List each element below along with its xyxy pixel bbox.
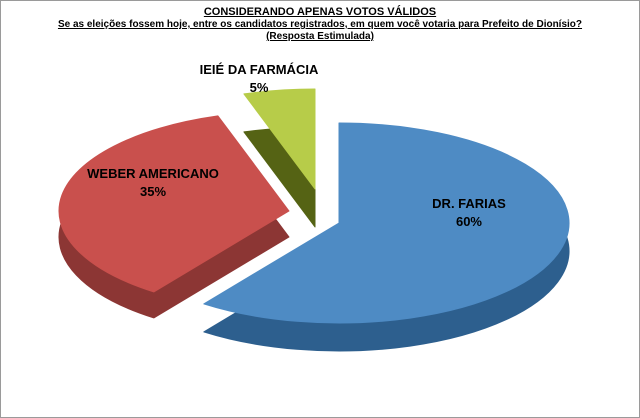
pie-slice-dr-farias xyxy=(203,122,570,352)
slice-name: WEBER AMERICANO xyxy=(87,166,219,181)
slice-label-weber-americano: WEBER AMERICANO 35% xyxy=(87,165,219,201)
chart-title-block: CONSIDERANDO APENAS VOTOS VÁLIDOS Se as … xyxy=(1,6,639,43)
pie-slice-ieie-da-farmacia xyxy=(243,88,316,228)
slice-label-ieie-da-farmacia: IEIÉ DA FARMÁCIA 5% xyxy=(200,61,319,97)
slice-name: DR. FARIAS xyxy=(432,196,506,211)
chart-subtitle: Se as eleições fossem hoje, entre os can… xyxy=(57,19,583,30)
chart-title: CONSIDERANDO APENAS VOTOS VÁLIDOS xyxy=(203,6,437,18)
pie-slice-weber-americano xyxy=(58,115,290,319)
slice-percent: 60% xyxy=(455,214,483,229)
slice-label-dr-farias: DR. FARIAS 60% xyxy=(432,195,506,231)
slice-percent: 35% xyxy=(139,184,167,199)
slice-percent: 5% xyxy=(249,80,269,95)
chart-subtitle-2: (Resposta Estimulada) xyxy=(266,31,374,42)
slice-name: IEIÉ DA FARMÁCIA xyxy=(199,62,319,77)
